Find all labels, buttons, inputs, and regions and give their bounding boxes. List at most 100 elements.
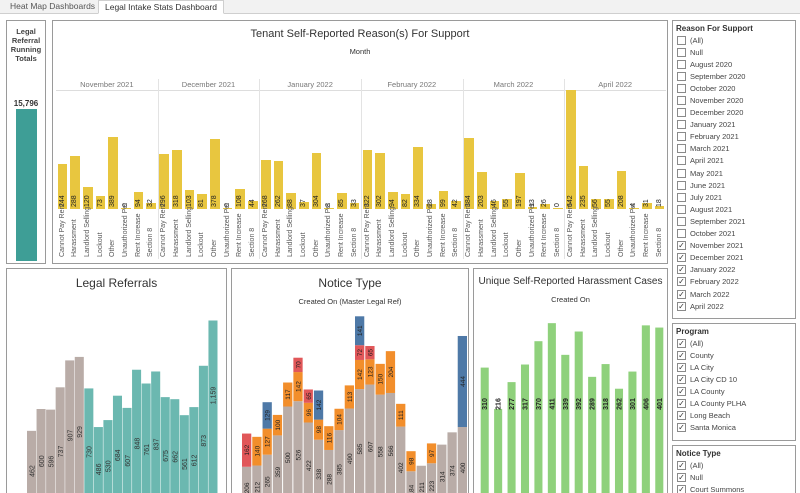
filter-option-null[interactable]: Null [673,46,795,58]
legal-referral-bar[interactable] [27,430,37,493]
notice-type-segment[interactable] [406,471,416,493]
tenant-bar[interactable] [476,171,487,209]
checkbox-empty-icon[interactable] [677,108,686,118]
notice-type-segment[interactable] [283,382,293,407]
filter-option-all[interactable]: ✓ (All) [673,459,795,471]
checkbox-empty-icon[interactable] [677,216,686,226]
legal-referral-bar[interactable] [65,360,75,493]
tenant-bar[interactable] [629,208,640,209]
checkbox-empty-icon[interactable] [677,144,686,154]
harassment-bar[interactable] [561,354,570,493]
tenant-bar[interactable] [616,170,627,209]
tenant-bar[interactable] [515,172,525,209]
tenant-bar[interactable] [502,198,512,209]
notice-type-segment[interactable] [262,454,272,493]
notice-type-segment[interactable] [457,427,467,493]
tenant-bar[interactable] [642,203,652,209]
filter-option-may-2021[interactable]: May 2021 [673,167,795,179]
notice-type-segment[interactable] [396,426,406,493]
notice-type-segment[interactable] [293,357,303,373]
filter-option-february-2022[interactable]: ✓ February 2022 [673,276,795,288]
tenant-bar[interactable] [311,152,322,209]
filter-option-october-2021[interactable]: October 2021 [673,228,795,240]
legal-referrals-chart[interactable]: Legal Referrals 462 600 596 737 907 929 730 486… [6,268,227,493]
tenant-bar[interactable] [210,139,220,209]
filter-option-november-2020[interactable]: November 2020 [673,94,795,106]
checkbox-checked-icon[interactable]: ✓ [677,411,686,421]
tenant-bar[interactable] [426,203,436,209]
filter-option-march-2021[interactable]: March 2021 [673,143,795,155]
notice-type-segment[interactable] [365,359,375,385]
checkbox-checked-icon[interactable]: ✓ [677,289,686,299]
legal-referral-bar[interactable] [55,387,65,493]
notice-type-segment[interactable] [375,394,385,493]
checkbox-empty-icon[interactable] [677,47,686,57]
notice-type-segment[interactable] [396,403,406,427]
tenant-bar[interactable] [286,192,296,209]
harassment-bar[interactable] [494,408,503,493]
checkbox-empty-icon[interactable] [677,156,686,166]
checkbox-empty-icon[interactable] [677,132,686,142]
tenant-bar[interactable] [82,186,93,209]
legal-referral-bar[interactable] [141,383,151,493]
filter-option-april-2022[interactable]: ✓ April 2022 [673,300,795,312]
notice-type-segment[interactable] [303,422,313,493]
filter-option-january-2021[interactable]: January 2021 [673,119,795,131]
checkbox-checked-icon[interactable]: ✓ [677,472,686,482]
tenant-bar[interactable] [578,165,589,209]
filter-option-august-2021[interactable]: August 2021 [673,203,795,215]
legal-referral-bar[interactable] [93,427,103,493]
checkbox-checked-icon[interactable]: ✓ [677,399,686,409]
notice-type-segment[interactable] [416,465,426,493]
tenant-bar[interactable] [438,190,449,209]
tenant-bar[interactable] [159,154,169,209]
tenant-bar[interactable] [451,201,462,209]
harassment-bar[interactable] [480,367,489,493]
filter-option-la-city[interactable]: ✓ LA City [673,361,795,373]
harassment-bar[interactable] [507,382,516,493]
filter-option-january-2022[interactable]: ✓ January 2022 [673,264,795,276]
checkbox-checked-icon[interactable]: ✓ [677,484,686,493]
notice-type-segment[interactable] [262,428,272,455]
notice-type-segment[interactable] [447,432,457,493]
notice-type-segment[interactable] [437,444,447,493]
tenant-bar[interactable] [400,193,411,209]
filter-option-april-2021[interactable]: April 2021 [673,155,795,167]
notice-type-segment[interactable] [426,443,437,464]
checkbox-empty-icon[interactable] [677,168,686,178]
checkbox-empty-icon[interactable] [677,180,686,190]
legal-referral-bar[interactable] [132,369,142,493]
tenant-bar[interactable] [248,200,258,209]
tenant-bar[interactable] [235,189,246,209]
filter-option-july-2021[interactable]: July 2021 [673,191,795,203]
legal-referral-bar[interactable] [46,409,56,493]
legal-referral-bar[interactable] [74,356,84,493]
notice-type-segment[interactable] [355,316,365,346]
filter-option-all[interactable]: (All) [673,34,795,46]
checkbox-empty-icon[interactable] [677,71,686,81]
checkbox-checked-icon[interactable]: ✓ [677,241,686,251]
checkbox-checked-icon[interactable]: ✓ [677,423,686,433]
harassment-bar[interactable] [601,364,610,493]
tenant-bar[interactable] [527,206,538,209]
notice-type-segment[interactable] [272,435,283,493]
checkbox-checked-icon[interactable]: ✓ [677,460,686,470]
tenant-reasons-chart[interactable]: Tenant Self-Reported Reason(s) For Suppo… [52,20,668,264]
legal-referral-bar[interactable] [36,409,46,493]
notice-type-segment[interactable] [242,433,252,467]
checkbox-empty-icon[interactable] [677,96,686,106]
tab-legal-intake-stats-dashboard[interactable]: Legal Intake Stats Dashboard [98,0,224,14]
kpi-total-bar[interactable] [16,109,37,261]
legal-referral-bar[interactable] [198,365,208,493]
filter-option-september-2020[interactable]: September 2020 [673,70,795,82]
filter-option-february-2021[interactable]: February 2021 [673,131,795,143]
filter-option-august-2020[interactable]: August 2020 [673,58,795,70]
checkbox-empty-icon[interactable] [677,192,686,202]
tenant-bar[interactable] [121,208,131,209]
checkbox-empty-icon[interactable] [677,204,686,214]
harassment-bar[interactable] [588,376,597,493]
tenant-bar[interactable] [540,204,551,209]
tenant-bar[interactable] [362,149,373,209]
checkbox-checked-icon[interactable]: ✓ [677,350,686,360]
checkbox-checked-icon[interactable]: ✓ [677,265,686,275]
